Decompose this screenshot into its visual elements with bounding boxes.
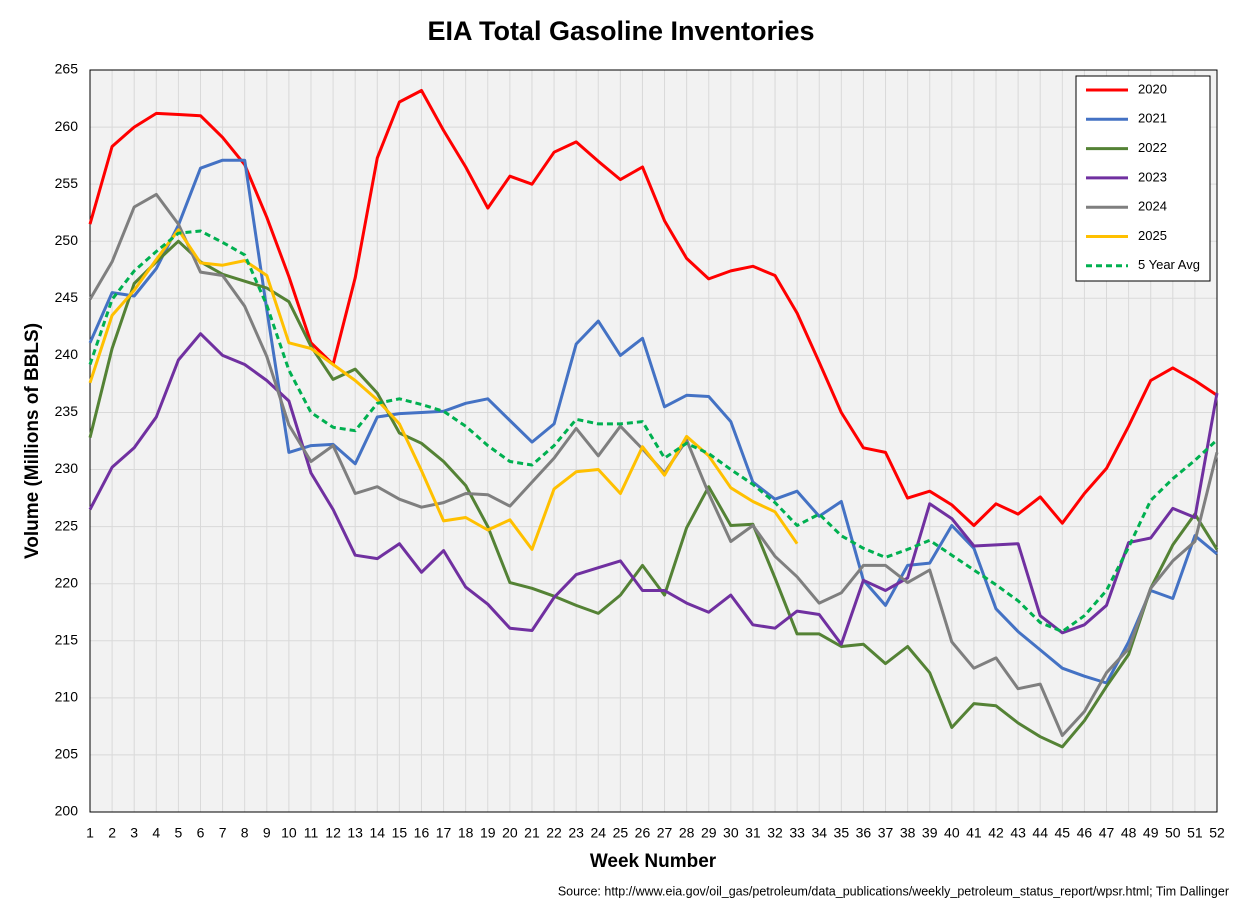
x-tick-label: 7	[219, 825, 227, 841]
legend-label: 2023	[1138, 169, 1167, 184]
y-tick-label: 240	[55, 346, 79, 362]
x-tick-label: 48	[1121, 825, 1137, 841]
x-tick-label: 4	[152, 825, 160, 841]
x-tick-label: 35	[834, 825, 850, 841]
y-tick-label: 255	[55, 175, 79, 191]
legend-label: 2020	[1138, 81, 1167, 96]
y-tick-label: 200	[55, 803, 79, 819]
chart-title: EIA Total Gasoline Inventories	[427, 16, 814, 46]
x-tick-label: 21	[524, 825, 540, 841]
x-axis-label: Week Number	[590, 851, 717, 872]
x-tick-label: 27	[657, 825, 673, 841]
x-tick-label: 15	[392, 825, 408, 841]
source-note: Source: http://www.eia.gov/oil_gas/petro…	[558, 884, 1229, 898]
x-tick-label: 24	[590, 825, 606, 841]
y-tick-label: 250	[55, 232, 79, 248]
x-tick-label: 47	[1099, 825, 1115, 841]
x-tick-label: 22	[546, 825, 562, 841]
x-tick-label: 6	[197, 825, 205, 841]
x-tick-label: 14	[369, 825, 385, 841]
x-tick-label: 10	[281, 825, 297, 841]
x-tick-label: 19	[480, 825, 496, 841]
x-tick-label: 52	[1209, 825, 1225, 841]
x-tick-label: 43	[1010, 825, 1026, 841]
x-tick-label: 50	[1165, 825, 1181, 841]
x-tick-label: 11	[304, 825, 319, 841]
x-tick-label: 18	[458, 825, 474, 841]
x-tick-label: 13	[347, 825, 363, 841]
x-tick-label: 12	[325, 825, 341, 841]
x-tick-label: 32	[767, 825, 783, 841]
x-tick-label: 2	[108, 825, 116, 841]
x-tick-label: 38	[900, 825, 916, 841]
x-tick-label: 3	[130, 825, 138, 841]
y-tick-label: 210	[55, 689, 79, 705]
x-tick-label: 33	[789, 825, 805, 841]
y-tick-label: 215	[55, 631, 79, 647]
x-tick-label: 34	[811, 825, 827, 841]
y-axis-label: Volume (Millions of BBLS)	[22, 323, 43, 559]
x-tick-label: 8	[241, 825, 249, 841]
x-tick-label: 41	[966, 825, 982, 841]
x-tick-label: 42	[988, 825, 1004, 841]
x-tick-label: 29	[701, 825, 717, 841]
x-tick-label: 39	[922, 825, 938, 841]
y-tick-label: 205	[55, 746, 79, 762]
x-tick-label: 46	[1077, 825, 1093, 841]
x-tick-label: 37	[878, 825, 894, 841]
x-tick-label: 49	[1143, 825, 1159, 841]
series-line	[88, 89, 1218, 527]
plot-border	[89, 69, 1218, 813]
y-tick-label: 225	[55, 517, 79, 533]
legend-label: 2024	[1138, 199, 1167, 214]
x-tick-label: 5	[174, 825, 182, 841]
x-tick-label: 20	[502, 825, 518, 841]
legend-label: 5 Year Avg	[1138, 257, 1200, 272]
x-tick-label: 25	[613, 825, 629, 841]
x-tick-label: 26	[635, 825, 651, 841]
x-tick-label: 23	[568, 825, 584, 841]
x-tick-label: 30	[723, 825, 739, 841]
series-line	[88, 229, 1219, 634]
y-tick-label: 265	[55, 61, 79, 77]
legend-label: 2022	[1138, 140, 1167, 155]
x-tick-label: 51	[1187, 825, 1203, 841]
x-tick-label: 28	[679, 825, 695, 841]
y-tick-label: 245	[55, 289, 79, 305]
x-tick-label: 44	[1032, 825, 1048, 841]
x-tick-label: 17	[436, 825, 452, 841]
y-tick-label: 260	[55, 118, 79, 134]
series-line	[88, 158, 1218, 685]
x-tick-label: 45	[1055, 825, 1071, 841]
x-tick-label: 1	[86, 825, 94, 841]
series-line	[88, 239, 1219, 749]
legend-label: 2021	[1138, 111, 1167, 126]
y-tick-label: 235	[55, 403, 79, 419]
x-tick-label: 36	[856, 825, 872, 841]
x-tick-label: 16	[414, 825, 430, 841]
x-tick-label: 40	[944, 825, 960, 841]
legend-label: 2025	[1138, 228, 1167, 243]
x-tick-label: 31	[745, 825, 761, 841]
y-tick-label: 230	[55, 460, 79, 476]
y-tick-label: 220	[55, 574, 79, 590]
x-tick-label: 9	[263, 825, 271, 841]
